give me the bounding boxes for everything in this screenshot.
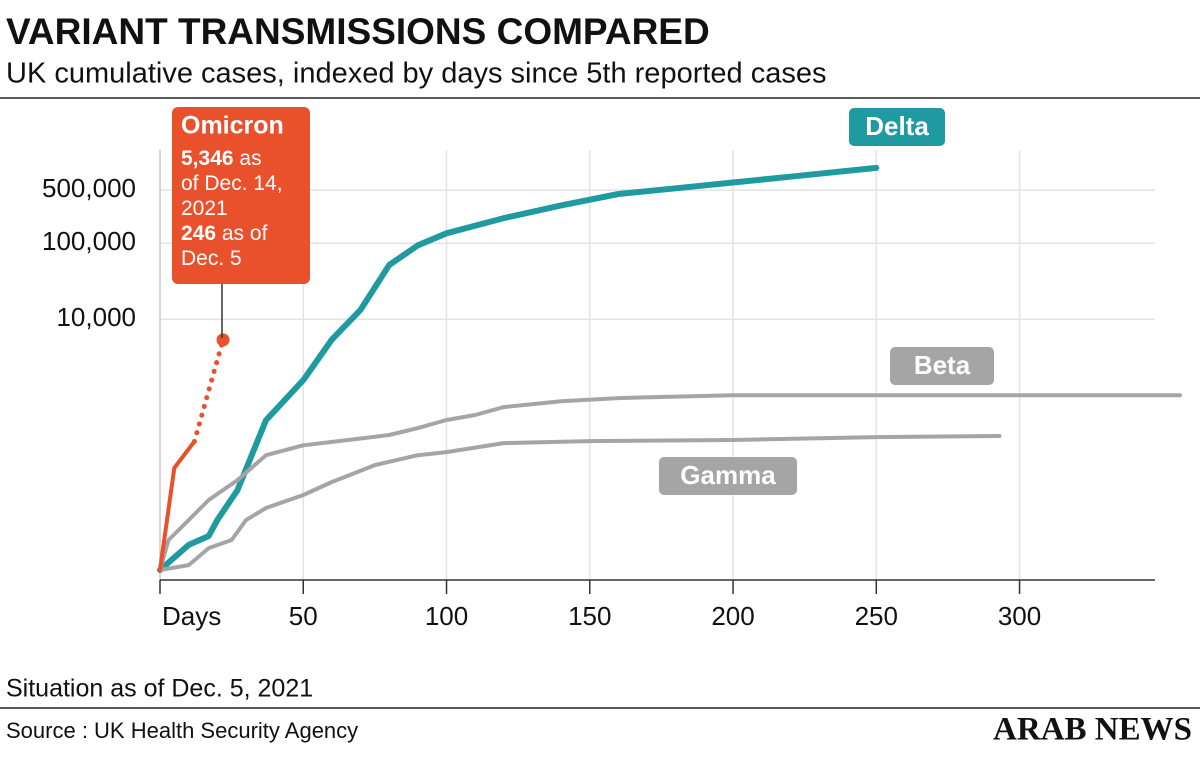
- brand: ARAB NEWS: [993, 712, 1192, 748]
- series-label: Beta: [914, 350, 971, 380]
- x-tick-label: 50: [289, 601, 318, 631]
- end-dot: [216, 333, 230, 347]
- x-tick-label: 200: [711, 601, 754, 631]
- note: Situation as of Dec. 5, 2021: [6, 675, 313, 703]
- x-tick-label: 150: [568, 601, 611, 631]
- plot: 10,000 100,000 500,000 Days 50 100 150 200 250 30…: [42, 107, 1182, 631]
- chart-subtitle: UK cumulative cases, indexed by days sin…: [6, 58, 826, 90]
- series-label: Delta: [865, 111, 929, 141]
- annotation-line: Dec. 5: [181, 247, 242, 270]
- x-tick-label: 300: [998, 601, 1041, 631]
- annotation-text: as of: [216, 222, 268, 245]
- annotation-text: as: [234, 147, 262, 170]
- series-line: [191, 337, 226, 444]
- annotation-text: Dec. 5: [181, 247, 242, 270]
- series-label: Gamma: [680, 460, 776, 490]
- source: Source : UK Health Security Agency: [6, 718, 358, 743]
- series-label-box: [890, 347, 994, 385]
- series-label-box: [659, 457, 797, 495]
- chart-title: VARIANT TRANSMISSIONS COMPARED: [6, 11, 710, 52]
- x-tick-label: Days: [162, 601, 221, 631]
- annotation-line: 2021: [181, 197, 228, 220]
- y-tick-label: 500,000: [42, 173, 136, 203]
- annotation-line: 246 as of: [181, 222, 268, 245]
- series-line: [158, 439, 197, 572]
- annotation-text: 5,346: [181, 147, 234, 170]
- annotation-line: 5,346 as: [181, 147, 262, 170]
- annotation-text: 246: [181, 222, 216, 245]
- annotation-text: 2021: [181, 197, 228, 220]
- y-tick-label: 10,000: [56, 302, 136, 332]
- x-tick-label: 250: [855, 601, 898, 631]
- annotation-title: Omicron: [181, 112, 284, 140]
- series-line: [157, 164, 880, 573]
- series-line: [158, 434, 1002, 572]
- x-tick-label: 100: [425, 601, 468, 631]
- y-tick-label: 100,000: [42, 226, 136, 256]
- annotation-text: of Dec. 14,: [181, 172, 283, 195]
- annotation-box: [172, 107, 310, 284]
- annotation-line: of Dec. 14,: [181, 172, 283, 195]
- series-line: [158, 393, 1182, 572]
- series-label-box: [849, 108, 945, 146]
